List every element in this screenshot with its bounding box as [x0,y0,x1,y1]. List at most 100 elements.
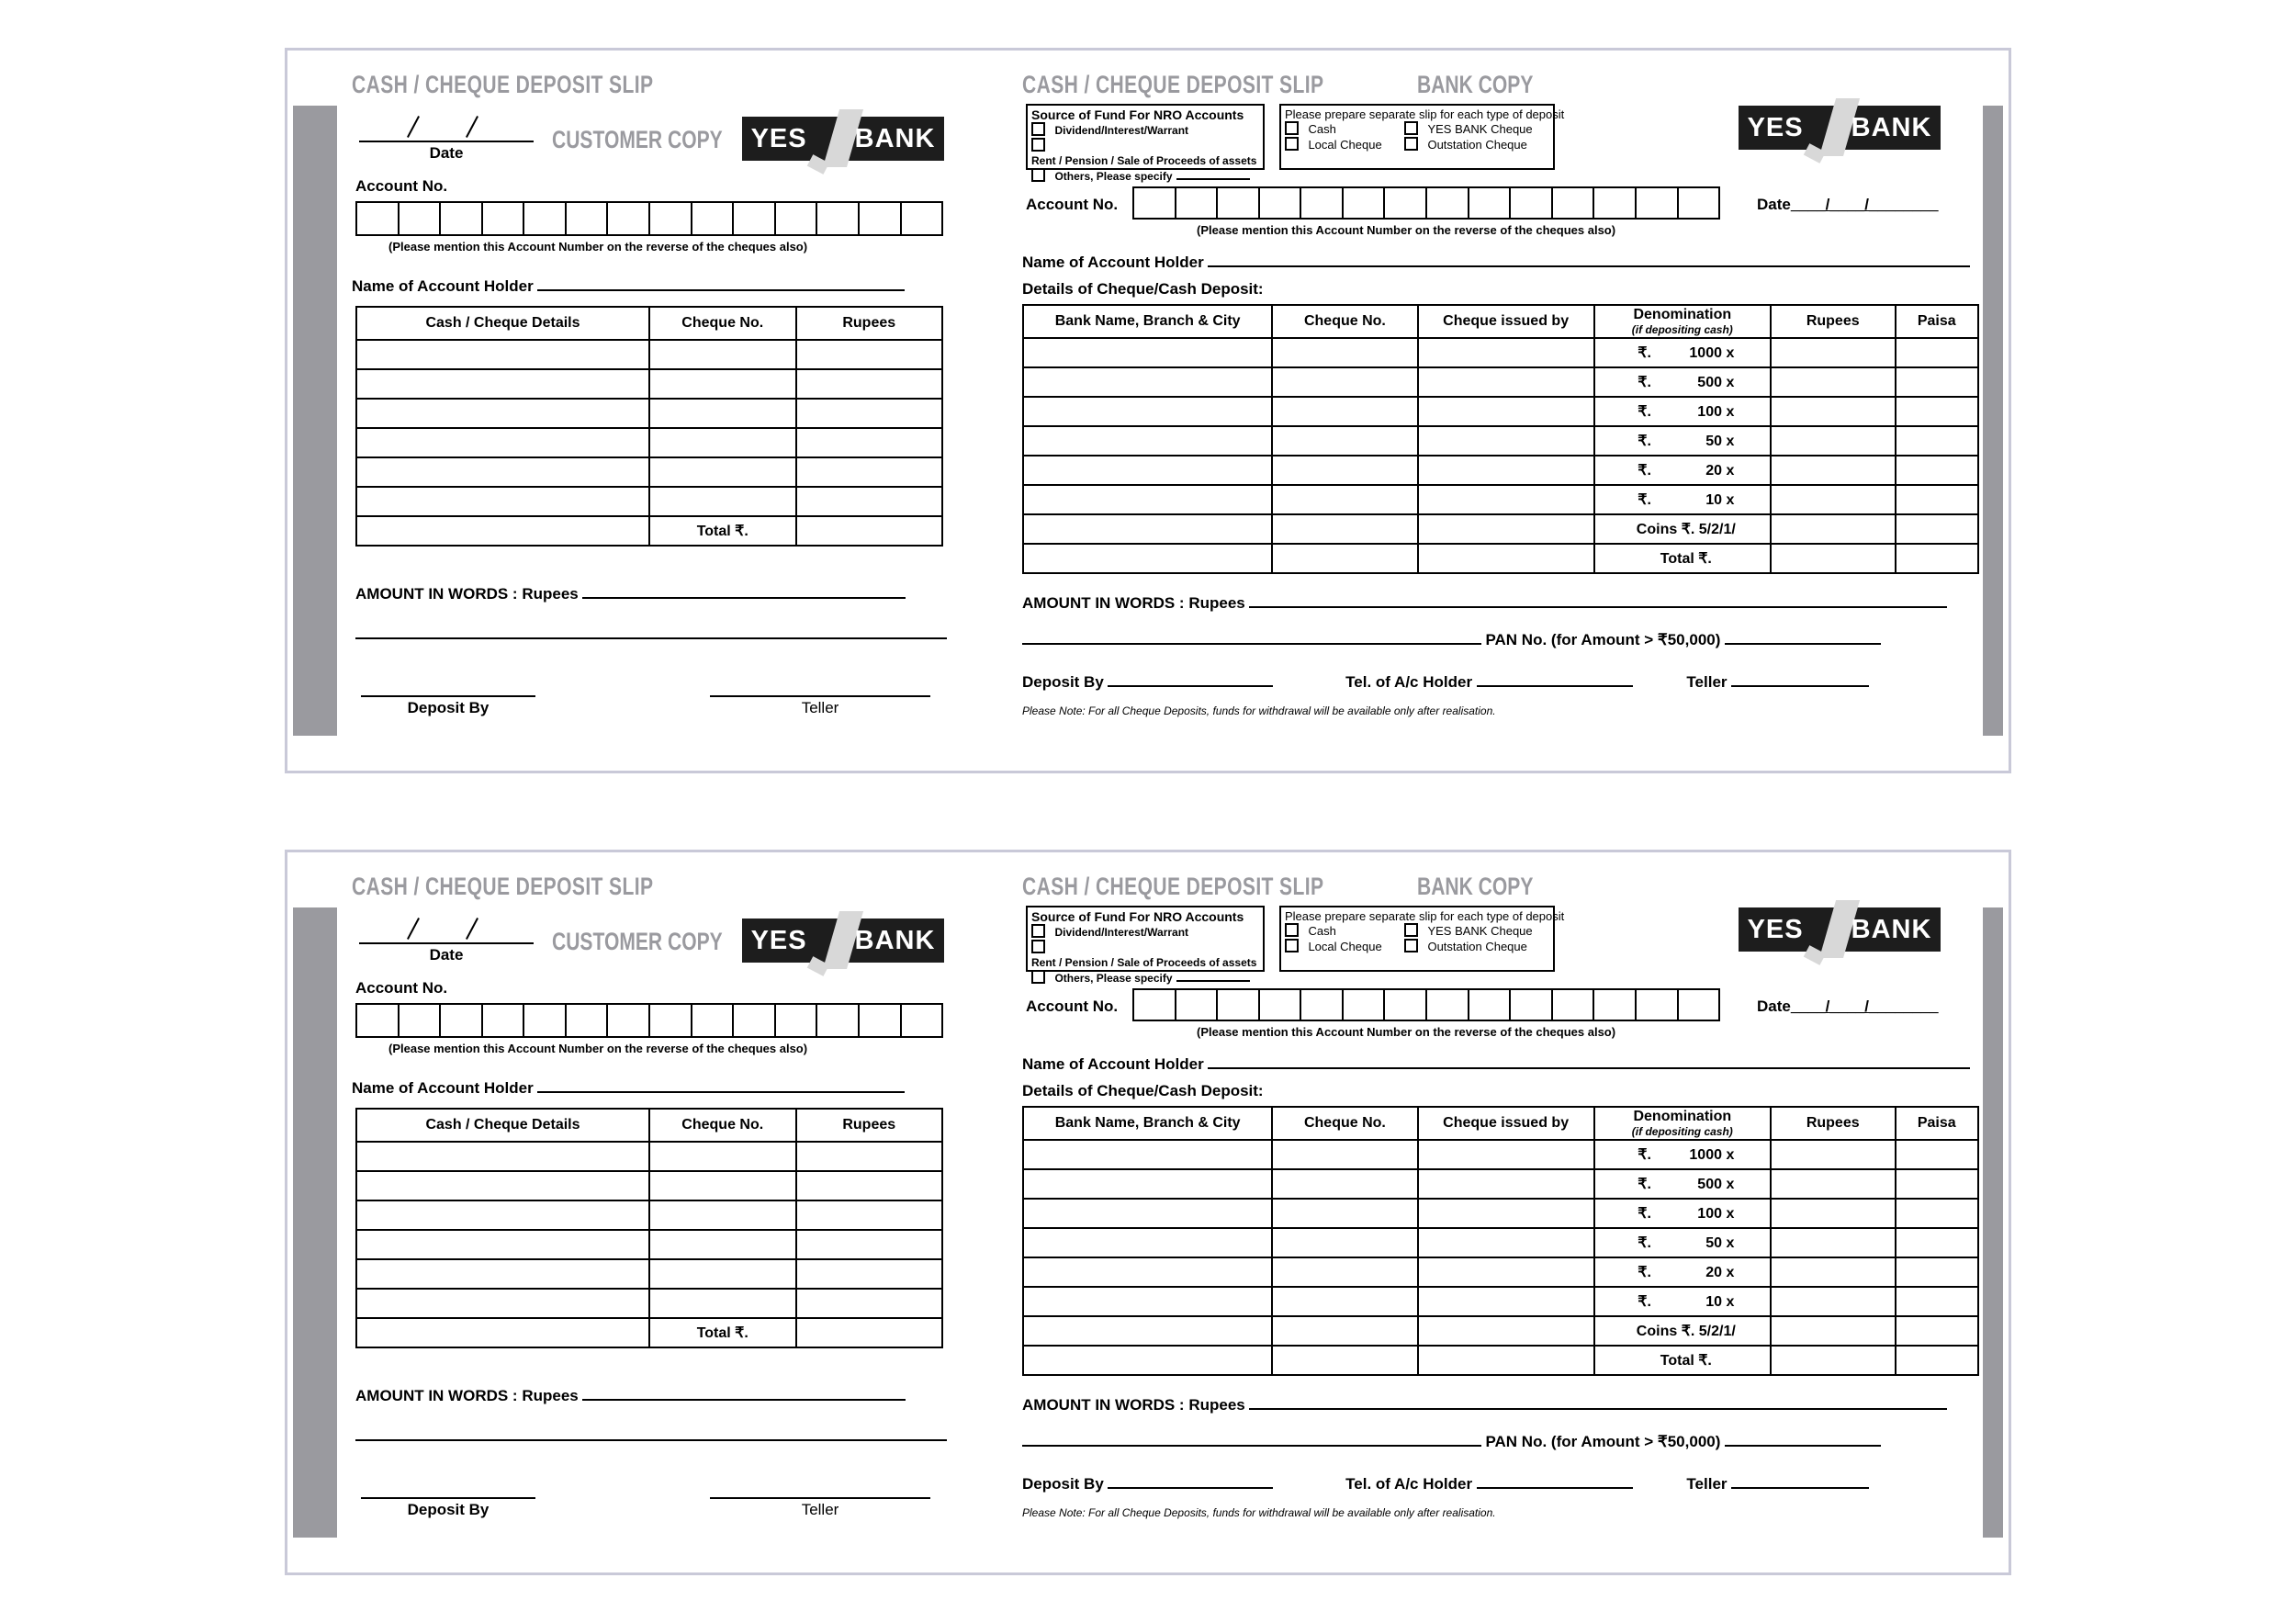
amount-in-words-input-customer-line1[interactable] [582,583,906,599]
total-value-customer[interactable] [794,515,943,547]
total-value-customer[interactable] [794,1317,943,1348]
table-total-row[interactable]: Total ₹. [1021,1345,1980,1376]
nro-option-dividend[interactable]: Dividend/Interest/Warrant [1031,122,1263,138]
deposit-type-yesbank-cheque[interactable]: YES BANK Cheque [1404,121,1551,137]
teller-line-customer[interactable] [710,695,930,697]
table-row[interactable] [355,456,943,488]
name-of-account-holder-input-bank[interactable] [1208,251,1971,267]
others-specify-input[interactable] [1176,169,1250,180]
account-no-boxes-bank-1[interactable] [1132,186,1720,220]
table-row[interactable] [355,1229,943,1260]
table-row[interactable] [355,1170,943,1201]
others-specify-input[interactable] [1176,971,1250,982]
teller-line-customer[interactable] [710,1497,930,1499]
table-row-coins[interactable]: Coins ₹. 5/2/1/ [1021,513,1980,545]
date-input-bank[interactable]: ____/____/________ [1790,196,1939,213]
amount-in-words-input-bank-line2[interactable] [1022,629,1481,645]
nro-option-rent[interactable]: Rent / Pension / Sale of Proceeds of ass… [1031,940,1263,970]
deposit-type-cash[interactable]: Cash [1285,121,1404,137]
table-row[interactable]: ₹. 1000 x [1021,1139,1980,1170]
checkbox-rent-icon[interactable] [1031,940,1045,953]
name-of-account-holder-input-bank[interactable] [1208,1053,1971,1069]
table-row[interactable]: ₹. 500 x [1021,1168,1980,1200]
table-row[interactable]: ₹. 1000 x [1021,337,1980,368]
table-row[interactable] [355,1200,943,1231]
pan-no-input[interactable] [1724,1431,1881,1447]
deposit-type-cash[interactable]: Cash [1285,923,1404,939]
nro-option-others[interactable]: Others, Please specify [1031,168,1263,184]
account-no-boxes-customer-1[interactable] [355,201,943,236]
denom-cell[interactable]: ₹. 100 x [1593,396,1772,427]
teller-input-bank[interactable] [1730,671,1869,687]
checkbox-yesbank-cheque-icon[interactable] [1404,923,1418,937]
checkbox-local-cheque-icon[interactable] [1285,939,1299,952]
table-row[interactable] [355,1258,943,1290]
denom-cell[interactable]: ₹. 10 x [1593,1286,1772,1317]
table-row[interactable] [355,1141,943,1172]
teller-input-bank[interactable] [1730,1473,1869,1489]
table-total-row[interactable]: Total ₹. [1021,543,1980,574]
deposit-by-line-customer[interactable] [361,1497,535,1499]
checkbox-yesbank-cheque-icon[interactable] [1404,121,1418,135]
deposit-type-outstation-cheque[interactable]: Outstation Cheque [1404,939,1551,954]
deposit-type-local-cheque[interactable]: Local Cheque [1285,137,1404,152]
amount-in-words-input-bank-line1[interactable] [1249,1394,1948,1410]
amount-in-words-input-bank-line2[interactable] [1022,1431,1481,1447]
table-row[interactable]: ₹. 10 x [1021,1286,1980,1317]
denom-cell[interactable]: ₹. 1000 x [1593,1139,1772,1170]
denom-cell[interactable]: ₹. 10 x [1593,484,1772,515]
date-input-bank[interactable]: ____/____/________ [1790,997,1939,1015]
checkbox-local-cheque-icon[interactable] [1285,137,1299,151]
denom-cell[interactable]: ₹. 50 x [1593,1227,1772,1258]
deposit-by-line-customer[interactable] [361,695,535,697]
tel-of-ac-holder-input[interactable] [1476,671,1633,687]
denom-cell[interactable]: ₹. 20 x [1593,1257,1772,1288]
nro-option-rent[interactable]: Rent / Pension / Sale of Proceeds of ass… [1031,138,1263,168]
amount-in-words-input-customer-line2[interactable] [355,1438,947,1441]
denom-cell[interactable]: ₹. 500 x [1593,366,1772,398]
table-row[interactable] [355,398,943,429]
denom-cell[interactable]: ₹. 50 x [1593,425,1772,456]
table-row[interactable]: ₹. 100 x [1021,1198,1980,1229]
deposit-type-outstation-cheque[interactable]: Outstation Cheque [1404,137,1551,152]
checkbox-outstation-cheque-icon[interactable] [1404,137,1418,151]
denom-cell[interactable]: ₹. 100 x [1593,1198,1772,1229]
table-row[interactable] [355,427,943,458]
tel-of-ac-holder-input[interactable] [1476,1473,1633,1489]
table-row[interactable] [355,339,943,370]
name-of-account-holder-input-customer[interactable] [537,1076,906,1093]
amount-in-words-input-customer-line2[interactable] [355,637,947,639]
amount-in-words-input-bank-line1[interactable] [1249,592,1948,608]
checkbox-cash-icon[interactable] [1285,121,1299,135]
account-no-boxes-bank-2[interactable] [1132,988,1720,1021]
table-row[interactable]: ₹. 500 x [1021,366,1980,398]
account-no-boxes-customer-2[interactable] [355,1003,943,1038]
deposit-by-input-bank[interactable] [1108,671,1274,687]
deposit-type-yesbank-cheque[interactable]: YES BANK Cheque [1404,923,1551,939]
checkbox-cash-icon[interactable] [1285,923,1299,937]
date-field-customer[interactable]: Date [359,116,534,163]
table-row-coins[interactable]: Coins ₹. 5/2/1/ [1021,1315,1980,1347]
table-row[interactable]: ₹. 100 x [1021,396,1980,427]
amount-in-words-input-customer-line1[interactable] [582,1385,906,1401]
table-row[interactable]: ₹. 20 x [1021,1257,1980,1288]
deposit-by-input-bank[interactable] [1108,1473,1274,1489]
table-row[interactable]: ₹. 20 x [1021,455,1980,486]
nro-option-dividend[interactable]: Dividend/Interest/Warrant [1031,924,1263,940]
checkbox-rent-icon[interactable] [1031,138,1045,152]
name-of-account-holder-input-customer[interactable] [537,275,906,291]
table-row[interactable] [355,368,943,400]
table-row[interactable]: ₹. 50 x [1021,425,1980,456]
denom-cell[interactable]: ₹. 500 x [1593,1168,1772,1200]
checkbox-dividend-icon[interactable] [1031,122,1045,136]
table-total-row[interactable]: Total ₹. [355,515,943,547]
denom-cell[interactable]: ₹. 1000 x [1593,337,1772,368]
table-row[interactable]: ₹. 10 x [1021,484,1980,515]
table-total-row[interactable]: Total ₹. [355,1317,943,1348]
denom-cell[interactable]: ₹. 20 x [1593,455,1772,486]
checkbox-others-icon[interactable] [1031,970,1045,984]
date-field-customer[interactable]: Date [359,918,534,964]
table-row[interactable] [355,1288,943,1319]
checkbox-others-icon[interactable] [1031,168,1045,182]
table-row[interactable] [355,486,943,517]
